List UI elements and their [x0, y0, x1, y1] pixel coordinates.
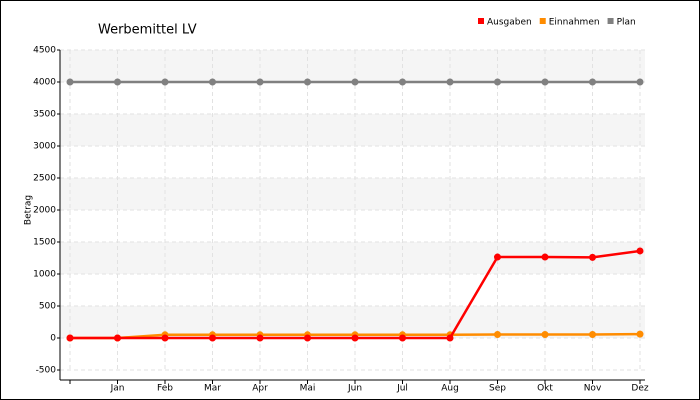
y-tick-label: -500	[36, 366, 57, 376]
grid-band	[60, 114, 645, 146]
grid-band	[60, 50, 645, 82]
x-tick-label: Sep	[489, 384, 506, 394]
data-point	[636, 330, 644, 338]
x-tick-label: Dez	[631, 384, 648, 394]
data-point	[351, 78, 359, 86]
x-tick-label: Mar	[204, 384, 221, 394]
x-tick-label: Aug	[441, 384, 459, 394]
data-point	[256, 334, 264, 342]
y-tick-label: 3000	[33, 142, 56, 152]
legend-swatch	[478, 18, 484, 24]
x-tick-label: Feb	[157, 384, 173, 394]
x-tick-label: Apr	[252, 384, 268, 394]
data-point	[399, 78, 406, 86]
data-point	[304, 78, 311, 86]
data-point	[209, 334, 216, 342]
legend-swatch	[607, 18, 614, 24]
data-point	[541, 330, 549, 338]
legend-label: Ausgaben	[487, 18, 532, 28]
data-point	[589, 253, 596, 261]
data-point	[446, 78, 454, 86]
data-point	[161, 78, 169, 86]
data-point	[256, 78, 264, 86]
x-tick-label: Jun	[347, 384, 362, 394]
data-point	[494, 253, 501, 261]
x-tick-label: Mai	[300, 384, 316, 394]
legend-label: Einnahmen	[549, 18, 600, 28]
data-point	[351, 334, 359, 342]
legend-label: Plan	[617, 18, 636, 28]
x-tick-label: Jan	[110, 384, 125, 394]
y-axis-label: Betrag	[24, 195, 34, 225]
data-point	[304, 334, 311, 342]
y-tick-label: 500	[39, 302, 56, 312]
data-point	[589, 78, 596, 86]
legend-swatch	[539, 18, 546, 24]
y-tick-label: 4000	[33, 78, 56, 88]
data-point	[494, 330, 501, 338]
y-tick-label: 2500	[33, 174, 56, 184]
x-tick-label: Jul	[396, 384, 408, 394]
data-point	[541, 78, 549, 86]
data-point	[399, 334, 406, 342]
y-tick-label: 0	[50, 334, 56, 344]
data-point	[636, 78, 644, 86]
data-point	[446, 334, 454, 342]
data-point	[161, 334, 169, 342]
data-point	[541, 253, 549, 261]
data-point	[66, 334, 74, 342]
y-tick-label: 1000	[33, 270, 56, 280]
data-point	[114, 78, 121, 86]
chart-title: Werbemittel LV	[98, 23, 197, 38]
x-tick-label: Okt	[537, 384, 553, 394]
y-tick-label: 2000	[33, 206, 56, 216]
data-point	[494, 78, 501, 86]
data-point	[589, 330, 596, 338]
y-tick-label: 1500	[33, 238, 56, 248]
x-tick-label: Nov	[584, 384, 602, 394]
data-point	[209, 78, 216, 86]
grid-band	[60, 178, 645, 210]
data-point	[636, 247, 644, 255]
data-point	[66, 78, 74, 86]
y-tick-label: 3500	[33, 110, 56, 120]
data-point	[114, 334, 121, 342]
y-tick-label: 4500	[33, 46, 56, 56]
